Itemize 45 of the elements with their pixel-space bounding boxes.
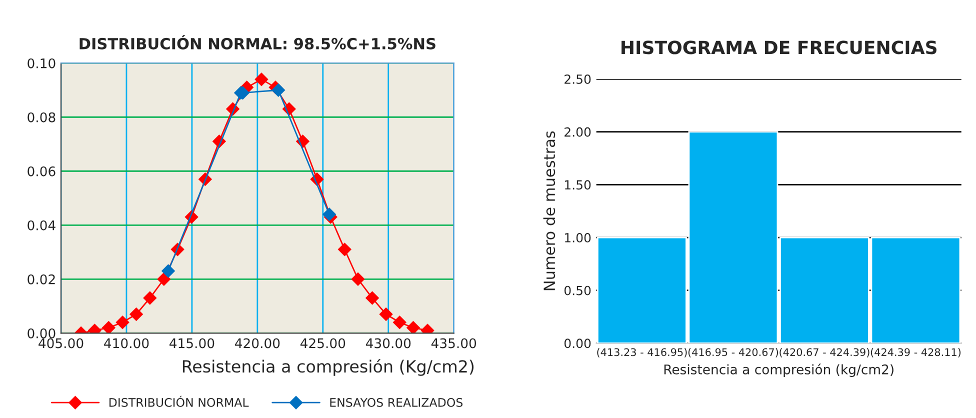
x-tick-label: 410.00 — [104, 338, 149, 348]
point — [143, 291, 156, 305]
y-tick-label: 0.00 — [28, 328, 56, 338]
x-tick-label: 430.00 — [366, 338, 411, 348]
x-tick-label: 425.00 — [300, 338, 346, 348]
point — [130, 308, 143, 321]
x-tick-label: (413.23 - 416.95) — [597, 348, 687, 358]
y-tick-label: 0.02 — [28, 274, 55, 284]
chart-title: HISTOGRAMA DE FRECUENCIAS — [622, 40, 936, 54]
point — [406, 321, 420, 334]
y-tick-label: 0.06 — [28, 166, 56, 176]
point — [272, 84, 285, 97]
point — [116, 316, 130, 329]
x-tick-label: (424.39 - 428.11) — [870, 348, 961, 358]
point — [366, 291, 379, 305]
legend-label: DISTRIBUCIÓN NORMAL — [109, 396, 249, 407]
x-tick-label: 435.00 — [431, 338, 476, 348]
point — [351, 272, 365, 286]
point — [254, 72, 268, 86]
y-tick-label: 1.00 — [565, 232, 591, 242]
x-tick-label: 405.00 — [38, 338, 84, 348]
point — [157, 272, 171, 286]
point — [102, 321, 116, 334]
x-axis-title: Resistencia a compresión (kg/cm2) — [664, 364, 894, 377]
legend-label: ENSAYOS REALIZADOS — [330, 398, 463, 407]
point — [162, 264, 175, 278]
y-tick-label: 1.50 — [565, 180, 591, 190]
x-tick-label: 420.00 — [234, 338, 280, 348]
point — [379, 308, 393, 321]
y-tick-label: 0.08 — [28, 112, 56, 122]
x-axis-title: Resistencia a compresión (Kg/cm2) — [182, 359, 474, 376]
point — [322, 208, 336, 221]
y-tick-label: 0.04 — [28, 220, 56, 230]
point — [338, 242, 352, 256]
chart-title: DISTRIBUCIÓN NORMAL: 98.5%C+1.5%NS — [80, 35, 436, 50]
y-tick-label: 0.00 — [564, 338, 591, 348]
x-tick-label: 415.00 — [170, 338, 214, 348]
x-tick-label: (420.67 - 424.39) — [780, 348, 870, 358]
y-tick-label: 2.50 — [564, 74, 591, 84]
y-tick-label: 2.00 — [564, 127, 591, 137]
x-tick-label: (416.95 - 420.67) — [688, 348, 778, 358]
y-axis-title: Numero de muestras — [543, 131, 556, 290]
y-tick-label: 0.50 — [564, 286, 591, 296]
point — [393, 316, 406, 329]
y-tick-label: 0.10 — [28, 58, 56, 68]
